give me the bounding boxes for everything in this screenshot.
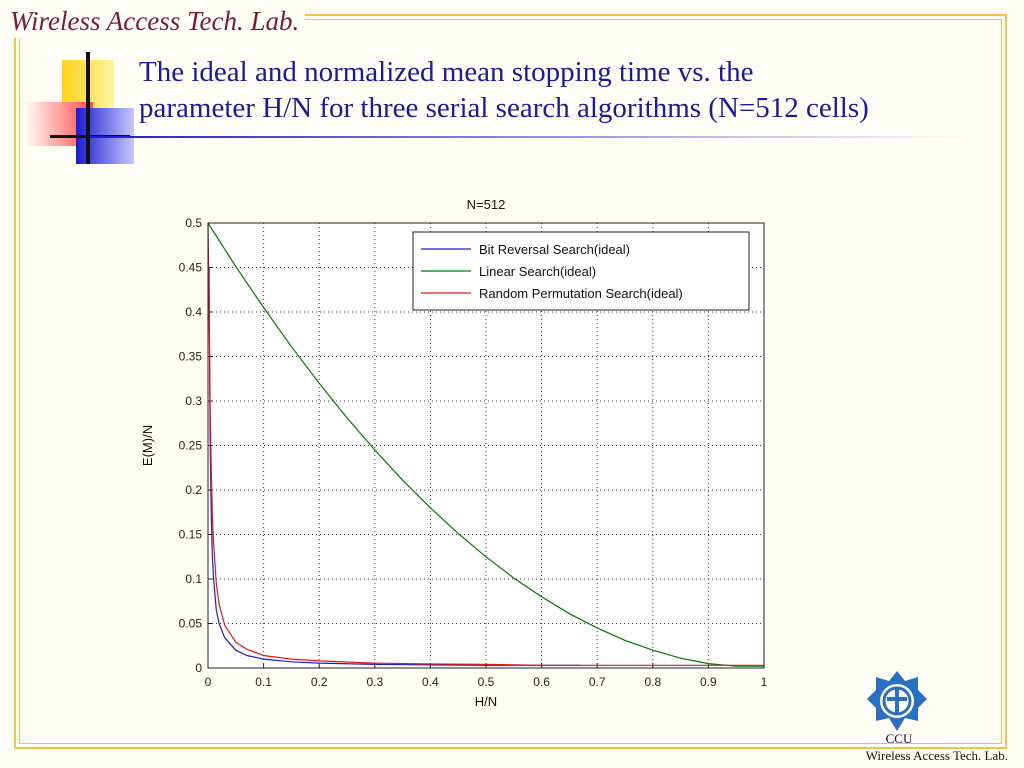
footer-org: CCU <box>885 731 913 746</box>
y-axis-label: E(M)/N <box>140 425 155 466</box>
x-tick-label: 0.9 <box>700 675 717 689</box>
y-tick-label: 0 <box>195 661 202 675</box>
y-tick-label: 0.5 <box>185 216 202 230</box>
x-tick-label: 0.7 <box>589 675 606 689</box>
series-line <box>207 222 764 667</box>
y-tick-label: 0.35 <box>179 350 203 364</box>
y-tick-label: 0.2 <box>185 483 202 497</box>
x-tick-label: 0.4 <box>422 675 439 689</box>
x-tick-label: 0.3 <box>366 675 383 689</box>
x-tick-label: 1 <box>761 675 768 689</box>
series-line <box>207 222 764 666</box>
x-tick-label: 0 <box>205 675 212 689</box>
lab-header: Wireless Access Tech. Lab. <box>4 4 306 38</box>
y-tick-label: 0.25 <box>179 439 203 453</box>
slide-title-line1: The ideal and normalized mean stopping t… <box>139 56 754 88</box>
x-tick-label: 0.2 <box>311 675 328 689</box>
chart: 0 0.1 0.2 0.3 0.4 0.5 0.6 0.7 0.8 0.9 1 0 0.05 0.1 0.1… <box>140 197 768 709</box>
y-tick-label: 0.1 <box>185 572 202 586</box>
legend-label: Linear Search(ideal) <box>479 264 596 279</box>
y-tick-label: 0.45 <box>179 261 203 275</box>
slide-frame-inner <box>19 19 1002 744</box>
y-tick-label: 0.15 <box>179 528 203 542</box>
x-tick-label: 0.8 <box>644 675 661 689</box>
x-tick-label: 0.6 <box>533 675 550 689</box>
plot-frame <box>207 222 765 669</box>
series-line <box>208 267 581 666</box>
y-tick-label: 0.4 <box>185 305 202 319</box>
x-tick-label: 0.5 <box>478 675 495 689</box>
slide-frame-outer <box>14 14 1007 749</box>
ccu-emblem-icon <box>867 671 927 731</box>
y-tick-label: 0.3 <box>185 394 202 408</box>
x-tick-label: 0.1 <box>255 675 272 689</box>
slide-title: The ideal and normalized mean stopping t… <box>139 54 1009 126</box>
footer-lab: Wireless Access Tech. Lab. <box>865 748 1008 763</box>
slide-title-line2: parameter H/N for three serial search al… <box>139 92 869 124</box>
y-tick-label: 0.05 <box>179 617 203 631</box>
legend-label: Random Permutation Search(ideal) <box>479 286 683 301</box>
chart-title: N=512 <box>467 197 506 212</box>
x-axis-label: H/N <box>475 694 497 709</box>
legend-label: Bit Reversal Search(ideal) <box>479 242 630 257</box>
